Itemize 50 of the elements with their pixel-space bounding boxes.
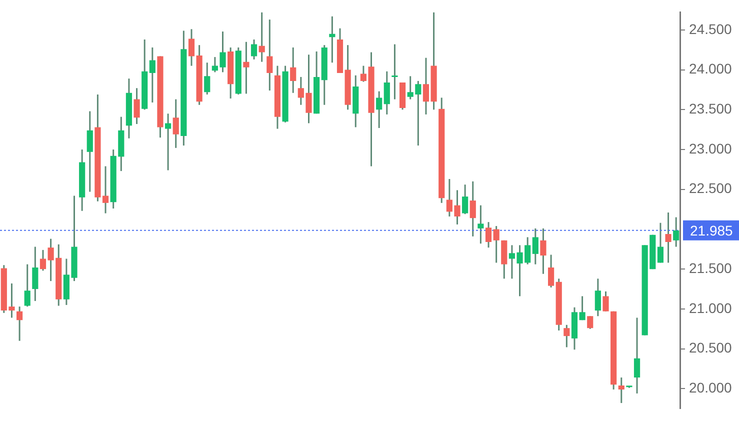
candlestick bbox=[540, 228, 546, 275]
y-tick-label: 23.000 bbox=[689, 140, 732, 156]
y-tick-label: 20.000 bbox=[689, 380, 732, 396]
candlestick bbox=[266, 18, 273, 92]
candlestick bbox=[329, 16, 336, 64]
y-tick-label: 24.000 bbox=[689, 60, 732, 77]
candlestick bbox=[532, 228, 538, 266]
candlestick bbox=[188, 28, 195, 67]
candlestick bbox=[250, 38, 258, 60]
candlestick bbox=[290, 46, 296, 94]
candlestick bbox=[376, 90, 382, 129]
candlestick bbox=[657, 222, 664, 264]
candlestick bbox=[602, 290, 609, 312]
candlestick bbox=[102, 166, 109, 214]
candlestick bbox=[16, 306, 23, 342]
candlestick bbox=[501, 240, 508, 280]
candlestick bbox=[392, 44, 398, 100]
candlestick bbox=[587, 315, 594, 330]
candlestick bbox=[149, 46, 156, 104]
candlestick bbox=[493, 225, 500, 264]
candlestick bbox=[618, 376, 624, 404]
candlestick bbox=[384, 70, 390, 116]
candlestick bbox=[258, 12, 265, 63]
candlestick bbox=[594, 278, 601, 317]
candlestick bbox=[134, 87, 140, 125]
candlestick bbox=[24, 264, 30, 308]
candlestick bbox=[86, 110, 93, 193]
y-tick-label: 21.500 bbox=[689, 260, 732, 276]
y-tick-label: 20.500 bbox=[689, 340, 732, 356]
candlestick bbox=[564, 324, 570, 348]
y-tick-label: 21.000 bbox=[689, 300, 732, 316]
candlestick bbox=[485, 221, 492, 248]
candlestick bbox=[243, 41, 250, 94]
candlestick bbox=[32, 246, 38, 302]
y-tick-label: 22.500 bbox=[689, 180, 732, 196]
candlestick bbox=[634, 316, 640, 394]
ref-line-label: 21.985 bbox=[690, 222, 734, 238]
candlestick bbox=[579, 295, 586, 321]
candlestick bbox=[548, 254, 554, 288]
y-tick-label: 24.500 bbox=[689, 20, 732, 37]
candlestick bbox=[172, 98, 179, 149]
candlestick bbox=[165, 112, 172, 171]
candlestick bbox=[462, 184, 468, 215]
candlestick bbox=[665, 212, 672, 264]
candlestick bbox=[204, 62, 210, 96]
y-tick-label: 23.500 bbox=[689, 100, 732, 117]
candlestick bbox=[40, 249, 46, 272]
candlestick bbox=[673, 216, 680, 248]
candlestick bbox=[478, 204, 484, 244]
candlestick bbox=[470, 180, 476, 238]
